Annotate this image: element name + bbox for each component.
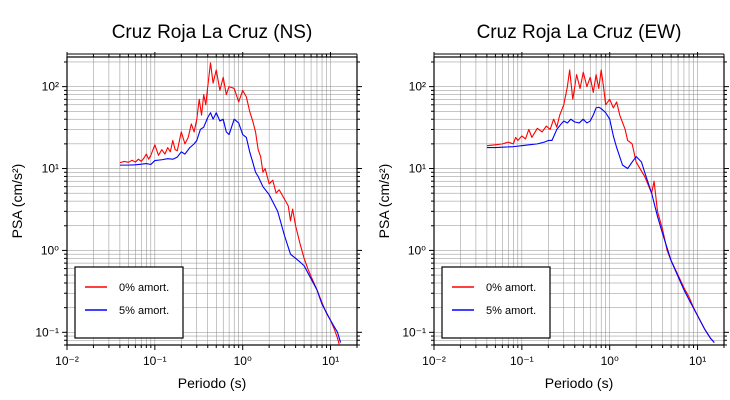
legend-label-1: 0% amort. xyxy=(119,282,169,294)
y-tick-label: 10² xyxy=(409,80,426,94)
series-line-damped xyxy=(119,112,342,343)
chart-title: Cruz Roja La Cruz (NS) xyxy=(112,22,313,43)
legend-label-2: 5% amort. xyxy=(119,305,169,317)
y-tick-label: 10⁰ xyxy=(408,243,426,257)
chart-panel-2: Cruz Roja La Cruz (EW) 10⁻² 10⁻¹ 10⁰ 10¹ 10⁻¹… xyxy=(376,22,729,391)
x-tick-label: 10⁰ xyxy=(601,354,619,368)
chart-title: Cruz Roja La Cruz (EW) xyxy=(477,22,682,43)
ticks xyxy=(62,52,362,350)
x-tick-label: 10⁰ xyxy=(234,354,252,368)
x-tick-label: 10¹ xyxy=(689,354,706,368)
x-tick-label: 10⁻² xyxy=(55,354,79,368)
y-tick-label: 10¹ xyxy=(409,162,426,176)
legend: 0% amort. 5% amort. xyxy=(74,266,184,339)
y-tick-label: 10⁻¹ xyxy=(35,325,59,339)
series-line-undamped xyxy=(119,62,340,345)
x-axis-label: Periodo (s) xyxy=(178,375,246,391)
chart-panel-1: Cruz Roja La Cruz (NS) 10⁻² 10⁻¹ 10⁰ 10¹ 10⁻¹… xyxy=(9,22,362,391)
legend-box xyxy=(74,266,184,339)
y-tick-label: 10² xyxy=(42,80,59,94)
legend: 0% amort. 5% amort. xyxy=(441,266,551,339)
series-line-damped xyxy=(486,106,715,343)
x-tick-label: 10⁻¹ xyxy=(510,354,534,368)
legend-label-1: 0% amort. xyxy=(486,282,536,294)
y-axis-label: PSA (cm/s²) xyxy=(376,164,392,239)
ticks xyxy=(429,52,729,350)
x-axis-label: Periodo (s) xyxy=(545,375,613,391)
legend-label-2: 5% amort. xyxy=(486,305,536,317)
x-tick-label: 10¹ xyxy=(322,354,339,368)
y-tick-label: 10⁰ xyxy=(41,243,59,257)
y-axis-label: PSA (cm/s²) xyxy=(9,164,25,239)
x-tick-label: 10⁻¹ xyxy=(143,354,167,368)
y-tick-label: 10¹ xyxy=(42,162,59,176)
y-tick-label: 10⁻¹ xyxy=(402,325,426,339)
legend-box xyxy=(441,266,551,339)
x-tick-label: 10⁻² xyxy=(422,354,446,368)
